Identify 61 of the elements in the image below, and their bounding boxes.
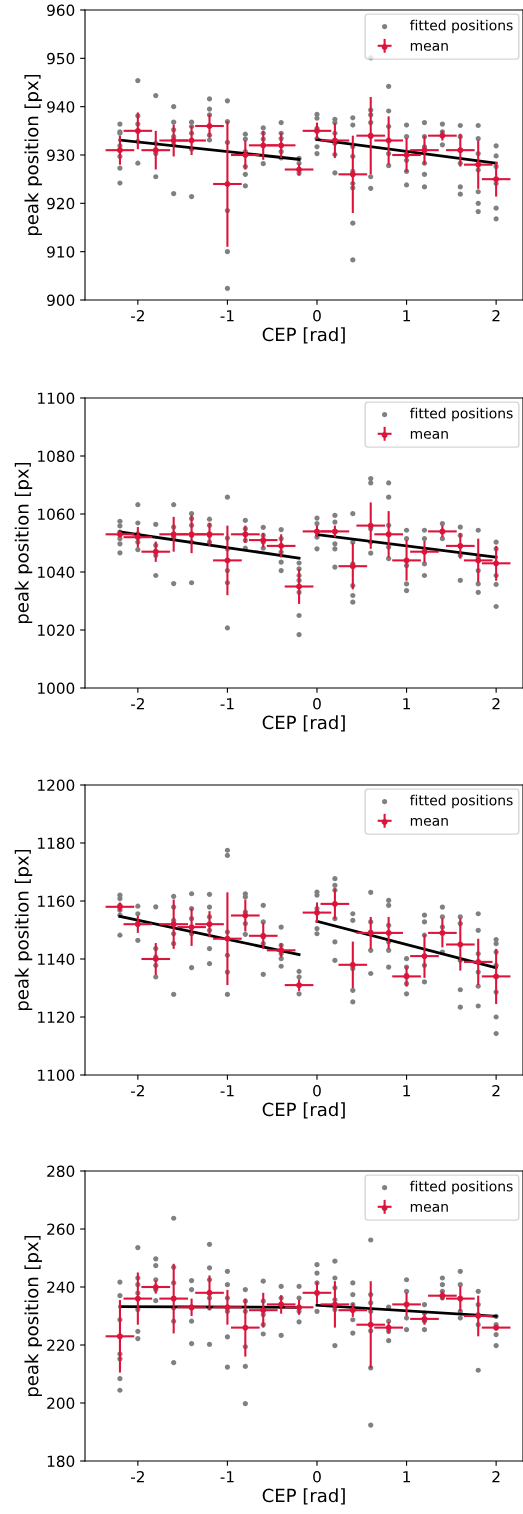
legend-label: mean <box>410 1203 448 1212</box>
x-tick-label: -1 <box>220 698 234 710</box>
y-tick-label: 1100 <box>38 392 75 405</box>
legend-label: fitted positions <box>409 407 513 422</box>
y-tick-label: 940 <box>47 101 75 113</box>
x-tick-label: 2 <box>492 1084 500 1097</box>
y-tick-label: 950 <box>47 52 75 65</box>
y-tick-label: 1100 <box>38 1069 75 1082</box>
y-axis-title: peak position [px] <box>24 1235 42 1397</box>
x-axis-title: CEP [rad] <box>262 327 345 344</box>
x-tick-label: -2 <box>130 697 144 710</box>
y-axis-title: peak position [px] <box>14 849 33 1011</box>
x-tick-label: 2 <box>492 697 500 710</box>
y-axis-title: peak position [px] <box>14 462 33 624</box>
y-tick-label: 1160 <box>38 895 75 908</box>
legend-label: fitted positions <box>409 1180 513 1195</box>
y-tick-label: 240 <box>47 1281 75 1294</box>
y-axis-title: peak position [px] <box>24 74 42 236</box>
x-axis-title: CEP [rad] <box>262 715 345 732</box>
y-tick-label: 1180 <box>38 837 75 850</box>
legend-label: mean <box>410 430 448 439</box>
y-tick-label: 960 <box>47 4 75 17</box>
y-tick-label: 1040 <box>38 566 75 579</box>
x-axis-title: CEP [rad] <box>262 1488 345 1505</box>
x-tick-label: 1 <box>403 310 411 322</box>
x-tick-label: 1 <box>403 698 411 710</box>
x-tick-label: 1 <box>403 1085 411 1097</box>
x-tick-label: -2 <box>130 1084 144 1097</box>
y-tick-label: 1000 <box>38 682 75 695</box>
x-tick-label: 2 <box>492 309 500 322</box>
x-tick-label: -2 <box>130 309 144 322</box>
y-tick-label: 1200 <box>38 779 75 792</box>
x-tick-label: 0 <box>313 697 321 710</box>
y-tick-label: 1060 <box>38 508 75 521</box>
y-tick-label: 920 <box>47 197 75 210</box>
x-tick-label: 1 <box>403 1471 411 1483</box>
y-tick-label: 260 <box>47 1223 75 1236</box>
y-tick-label: 220 <box>47 1339 75 1352</box>
x-tick-label: 2 <box>492 1470 500 1483</box>
legend-label: mean <box>410 42 448 51</box>
y-tick-label: 1120 <box>38 1011 75 1024</box>
legend-label: fitted positions <box>409 19 513 34</box>
y-tick-label: 900 <box>47 294 75 307</box>
y-tick-label: 1140 <box>38 953 75 966</box>
legend-label: fitted positions <box>409 794 513 809</box>
x-tick-label: 0 <box>313 1470 321 1483</box>
x-tick-label: -2 <box>130 1470 144 1483</box>
y-tick-label: 1020 <box>38 624 75 637</box>
legend-label: mean <box>410 817 448 826</box>
x-tick-label: -1 <box>220 1085 234 1097</box>
y-tick-label: 1080 <box>38 450 75 463</box>
x-tick-label: -1 <box>220 310 234 322</box>
y-tick-label: 180 <box>47 1455 75 1468</box>
x-tick-label: 0 <box>313 1084 321 1097</box>
y-tick-label: 280 <box>47 1165 75 1178</box>
x-tick-label: -1 <box>220 1471 234 1483</box>
y-tick-label: 910 <box>47 246 75 258</box>
y-tick-label: 200 <box>47 1397 75 1410</box>
x-axis-title: CEP [rad] <box>262 1102 345 1119</box>
x-tick-label: 0 <box>313 309 321 322</box>
y-tick-label: 930 <box>47 149 75 162</box>
